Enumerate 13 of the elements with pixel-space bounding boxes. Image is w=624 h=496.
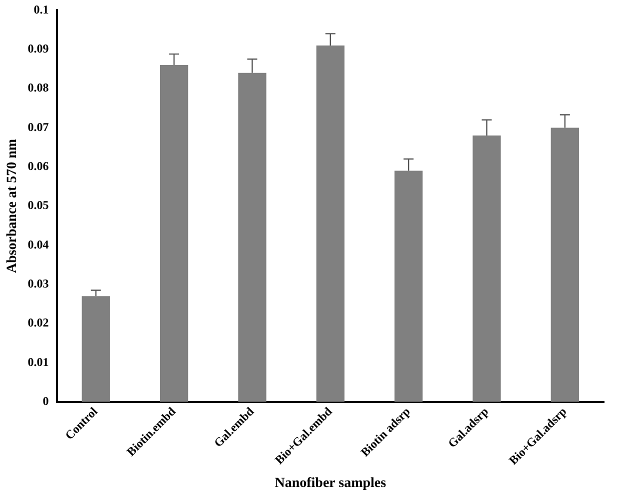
y-tick-label: 0.04 <box>28 237 49 252</box>
y-tick-label: 0.09 <box>28 41 49 56</box>
x-axis-title: Nanofiber samples <box>274 476 387 492</box>
y-tick-label: 0.1 <box>34 2 49 16</box>
y-tick-label: 0.07 <box>28 120 49 134</box>
y-tick-label: 0.08 <box>28 80 49 95</box>
y-tick-label: 0.06 <box>28 158 49 173</box>
y-tick-label: 0.02 <box>28 316 49 330</box>
y-tick-label: 0.03 <box>28 276 49 290</box>
y-tick-label: 0.05 <box>28 198 49 212</box>
y-tick-label: 0 <box>42 394 49 408</box>
y-axis-title: Absorbance at 570 nm <box>5 138 20 274</box>
y-tick-label: 0.01 <box>28 354 49 369</box>
